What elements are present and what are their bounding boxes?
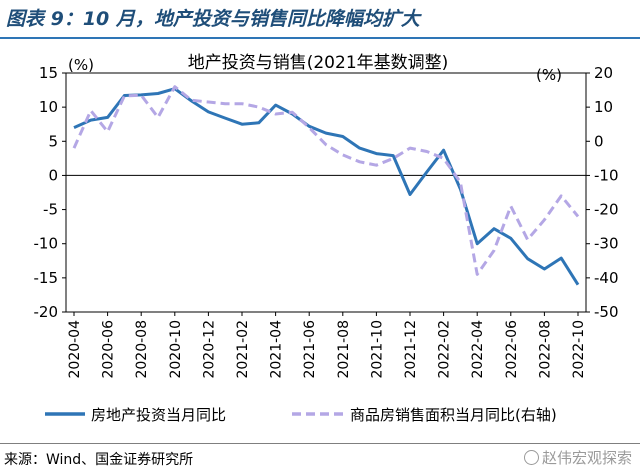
- source-note: 来源：Wind、国金证券研究所: [4, 452, 194, 468]
- x-tick-label: 2021-08: [336, 320, 352, 379]
- legend-label-investment: 房地产投资当月同比: [91, 406, 226, 424]
- left-tick-label: -5: [43, 201, 58, 219]
- left-tick-label: -15: [34, 269, 59, 287]
- wechat-icon: [523, 450, 539, 465]
- left-tick-label: 10: [39, 98, 58, 116]
- legend-label-sales: 商品房销售面积当月同比(右轴): [350, 406, 557, 424]
- x-tick-label: 2021-10: [369, 320, 385, 379]
- right-tick-label: 0: [594, 132, 604, 150]
- right-tick-label: -20: [594, 201, 619, 219]
- x-tick-label: 2022-04: [470, 320, 486, 379]
- title-rule: [0, 37, 640, 39]
- x-tick-label: 2020-04: [67, 320, 83, 379]
- x-tick-label: 2022-06: [504, 320, 520, 379]
- left-tick-label: 5: [48, 132, 58, 150]
- right-tick-label: -30: [594, 235, 619, 253]
- right-tick-label: -10: [594, 166, 619, 184]
- left-tick-label: -10: [34, 235, 59, 253]
- right-tick-label: -50: [594, 303, 619, 321]
- source-rule: [0, 443, 640, 444]
- x-tick-label: 2021-04: [269, 320, 285, 379]
- chart-title: 地产投资与销售(2021年基数调整): [188, 53, 449, 73]
- left-tick-label: 0: [48, 166, 58, 184]
- right-axis-ticks: 20 10 0 -10 -20 -30 -40 -50: [586, 64, 619, 321]
- left-tick-label: 15: [39, 64, 58, 82]
- x-tick-label: 2021-06: [302, 320, 318, 379]
- x-axis-ticks: 2020-04 2020-06 2020-08 2020-10 2020-12 2021-…: [67, 312, 587, 379]
- left-axis-unit: (%): [68, 56, 94, 74]
- figure-title: 图表 9：10 月，地产投资与销售同比降幅均扩大: [6, 8, 420, 30]
- x-tick-label: 2021-02: [235, 320, 251, 379]
- left-axis-ticks: 15 10 5 0 -5 -10 -15 -20: [34, 64, 66, 321]
- x-tick-label: 2020-10: [168, 320, 184, 379]
- right-tick-label: -40: [594, 269, 619, 287]
- right-tick-label: 20: [594, 64, 613, 82]
- x-tick-label: 2022-08: [537, 320, 553, 379]
- series-line-investment: [73, 87, 580, 286]
- line-chart: 地产投资与销售(2021年基数调整) (%) (%) 15 10 5 0 -5 -10 -1…: [34, 53, 619, 424]
- plot-border: [65, 72, 587, 313]
- left-tick-label: -20: [34, 303, 59, 321]
- x-tick-label: 2021-12: [403, 320, 419, 379]
- x-tick-label: 2020-08: [134, 320, 150, 379]
- series-line-sales: [72, 85, 580, 276]
- plot-frame: [65, 72, 587, 313]
- right-tick-label: 10: [594, 98, 613, 116]
- x-tick-label: 2022-02: [437, 320, 453, 379]
- right-axis-unit: (%): [536, 66, 562, 84]
- series-lines: [72, 85, 580, 286]
- x-tick-label: 2020-06: [101, 320, 117, 379]
- watermark: 赵伟宏观探索: [523, 447, 632, 468]
- x-tick-label: 2020-12: [201, 320, 217, 379]
- watermark-text: 赵伟宏观探索: [541, 449, 632, 467]
- x-tick-label: 2022-10: [571, 320, 587, 379]
- legend: 房地产投资当月同比 商品房销售面积当月同比(右轴): [45, 406, 557, 424]
